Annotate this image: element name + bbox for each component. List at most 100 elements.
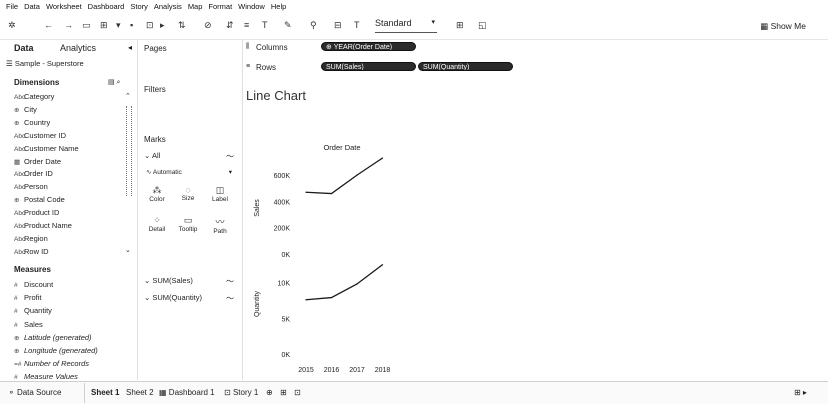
menu-item-format[interactable]: Format: [208, 2, 233, 11]
field-type-icon: #: [14, 374, 18, 382]
dimension-field[interactable]: AbcRegion: [14, 234, 48, 243]
detail-button[interactable]: ⁘ Detail: [144, 215, 170, 233]
measure-field[interactable]: # Quantity: [14, 306, 52, 315]
dimension-field[interactable]: ▦ Order Date: [14, 157, 61, 166]
data-point: [356, 174, 358, 176]
data-source-tab[interactable]: ⚬ Data Source: [8, 388, 61, 397]
scroll-tabs-icon[interactable]: ⊞ ▸: [794, 388, 807, 397]
marks-quantity-row[interactable]: ⌄ SUM(Quantity): [144, 293, 202, 302]
dimension-field[interactable]: AbcCustomer ID: [14, 131, 66, 140]
labels-toggle-icon[interactable]: T: [354, 20, 360, 30]
rows-pill-sum-quantity[interactable]: SUM(Quantity): [418, 62, 513, 71]
rows-shelf-label: Rows: [256, 63, 277, 72]
marks-sales-row[interactable]: ⌄ SUM(Sales): [144, 276, 193, 285]
dimension-field[interactable]: ⊕ Country: [14, 118, 50, 127]
menu-item-data[interactable]: Data: [24, 2, 40, 11]
dimension-field[interactable]: AbcCategory: [14, 92, 54, 101]
clear-sheet-icon[interactable]: ▸: [160, 20, 165, 30]
data-point: [381, 264, 384, 266]
highlight-icon[interactable]: ✎: [284, 20, 292, 30]
mark-type-select[interactable]: ∿ Automatic ▾: [146, 168, 234, 179]
data-pane: Data Analytics ◂ ☰ Sample - Superstore D…: [0, 40, 138, 381]
undo-icon[interactable]: ←: [44, 20, 53, 30]
size-button[interactable]: ◌ Size: [175, 185, 201, 202]
sort-desc-icon[interactable]: ⇵: [226, 20, 234, 30]
tooltip-button[interactable]: ▭ Tooltip: [175, 215, 201, 233]
path-button[interactable]: 〰 Path: [207, 215, 233, 235]
measure-field[interactable]: ⊕ Latitude (generated): [14, 333, 92, 342]
new-datasource-icon[interactable]: ⊞: [100, 20, 108, 30]
dimension-field[interactable]: ⊕ City: [14, 105, 37, 114]
rows-pill-sum-sales[interactable]: SUM(Sales): [321, 62, 416, 71]
datasource-item[interactable]: ☰ Sample - Superstore: [6, 59, 84, 68]
dimension-field[interactable]: AbcPerson: [14, 182, 48, 191]
scroll-up-icon[interactable]: ⌃: [125, 93, 131, 100]
filters-shelf[interactable]: [138, 98, 241, 134]
sort-asc-icon[interactable]: ⊘: [204, 20, 212, 30]
menu-item-analysis[interactable]: Analysis: [153, 2, 182, 11]
collapse-icon[interactable]: ◂: [128, 43, 133, 52]
columns-pill-year-order-date[interactable]: ⊕ YEAR(Order Date): [321, 42, 416, 51]
data-point: [356, 283, 358, 285]
measure-field[interactable]: # Measure Values: [14, 372, 78, 381]
measure-field[interactable]: # Sales: [14, 320, 43, 329]
swap-icon[interactable]: ⇅: [178, 20, 186, 30]
presentation-icon[interactable]: ⊞: [456, 20, 464, 30]
dimensions-menu-icon[interactable]: ▤ ⌕: [108, 79, 121, 86]
dimension-field[interactable]: AbcProduct Name: [14, 221, 72, 230]
menu-item-window[interactable]: Window: [238, 2, 265, 11]
tab-sheet-2[interactable]: Sheet 2: [126, 388, 154, 397]
scroll-down-icon[interactable]: ⌄: [125, 247, 131, 254]
menu-item-story[interactable]: Story: [130, 2, 148, 11]
duplicate-sheet-icon[interactable]: ⊡: [146, 20, 154, 30]
menu-item-help[interactable]: Help: [270, 2, 287, 11]
scrollbar-thumb[interactable]: [126, 106, 132, 196]
menu-item-worksheet[interactable]: Worksheet: [45, 2, 82, 11]
measure-field[interactable]: # Profit: [14, 293, 42, 302]
menu-item-map[interactable]: Map: [187, 2, 203, 11]
dimension-label: Product ID: [24, 208, 60, 218]
group-icon[interactable]: ≡: [244, 20, 250, 30]
tab-sheet-1[interactable]: Sheet 1: [91, 388, 120, 397]
dimension-field[interactable]: AbcRow ID: [14, 247, 49, 256]
pin-icon[interactable]: ⚲: [310, 20, 317, 30]
measure-field[interactable]: ⊕ Longitude (generated): [14, 346, 98, 355]
menu-item-file[interactable]: File: [6, 2, 19, 11]
tab-analytics[interactable]: Analytics: [60, 43, 97, 53]
dimension-field[interactable]: ⊕ Postal Code: [14, 195, 65, 204]
tab-dashboard-1[interactable]: ▦ Dashboard 1: [159, 388, 215, 397]
datasource-icon: ⚬: [8, 388, 15, 397]
save-icon[interactable]: ▭: [82, 20, 91, 30]
marks-all-row[interactable]: ⌄ All: [144, 151, 160, 160]
fit-select[interactable]: Standard ▾: [375, 18, 437, 33]
measure-field[interactable]: # Discount: [14, 280, 53, 289]
measure-field[interactable]: =# Number of Records: [14, 359, 89, 368]
new-worksheet-icon[interactable]: ⊕: [266, 388, 273, 397]
fit-icon[interactable]: ⊟: [334, 20, 342, 30]
redo-icon[interactable]: →: [64, 20, 73, 30]
x-tick-label: 2017: [349, 367, 365, 374]
field-type-icon: Abc: [14, 223, 26, 230]
show-me-button[interactable]: ▦ Show Me: [760, 21, 806, 32]
tableau-logo-icon[interactable]: ✲: [8, 20, 16, 30]
color-button[interactable]: ⁂ Color: [144, 185, 170, 203]
new-sheet-icon[interactable]: ▪: [130, 20, 134, 30]
label-button[interactable]: ◫ Label: [207, 185, 233, 203]
new-story-icon[interactable]: ⊡: [294, 388, 301, 397]
tab-data[interactable]: Data: [14, 43, 34, 53]
story-icon: ⊡: [224, 388, 231, 397]
field-type-icon: ⊕: [14, 348, 20, 355]
dimension-field[interactable]: AbcCustomer Name: [14, 144, 79, 153]
new-dashboard-icon[interactable]: ⊞: [280, 388, 287, 397]
pages-shelf[interactable]: [138, 58, 241, 82]
expand-icon: ⌄: [144, 293, 151, 302]
measure-label: Latitude (generated): [24, 332, 92, 342]
dimension-field[interactable]: AbcOrder ID: [14, 169, 53, 178]
dimensions-scrollbar[interactable]: ⌃ ⌄: [125, 92, 132, 254]
dimension-field[interactable]: AbcProduct ID: [14, 208, 59, 217]
menu-item-dashboard[interactable]: Dashboard: [87, 2, 125, 11]
share-icon[interactable]: ◱: [478, 20, 487, 30]
tab-story-1[interactable]: ⊡ Story 1: [224, 388, 258, 397]
pause-updates-icon[interactable]: ▾: [116, 20, 121, 30]
label-icon[interactable]: T: [262, 20, 268, 30]
